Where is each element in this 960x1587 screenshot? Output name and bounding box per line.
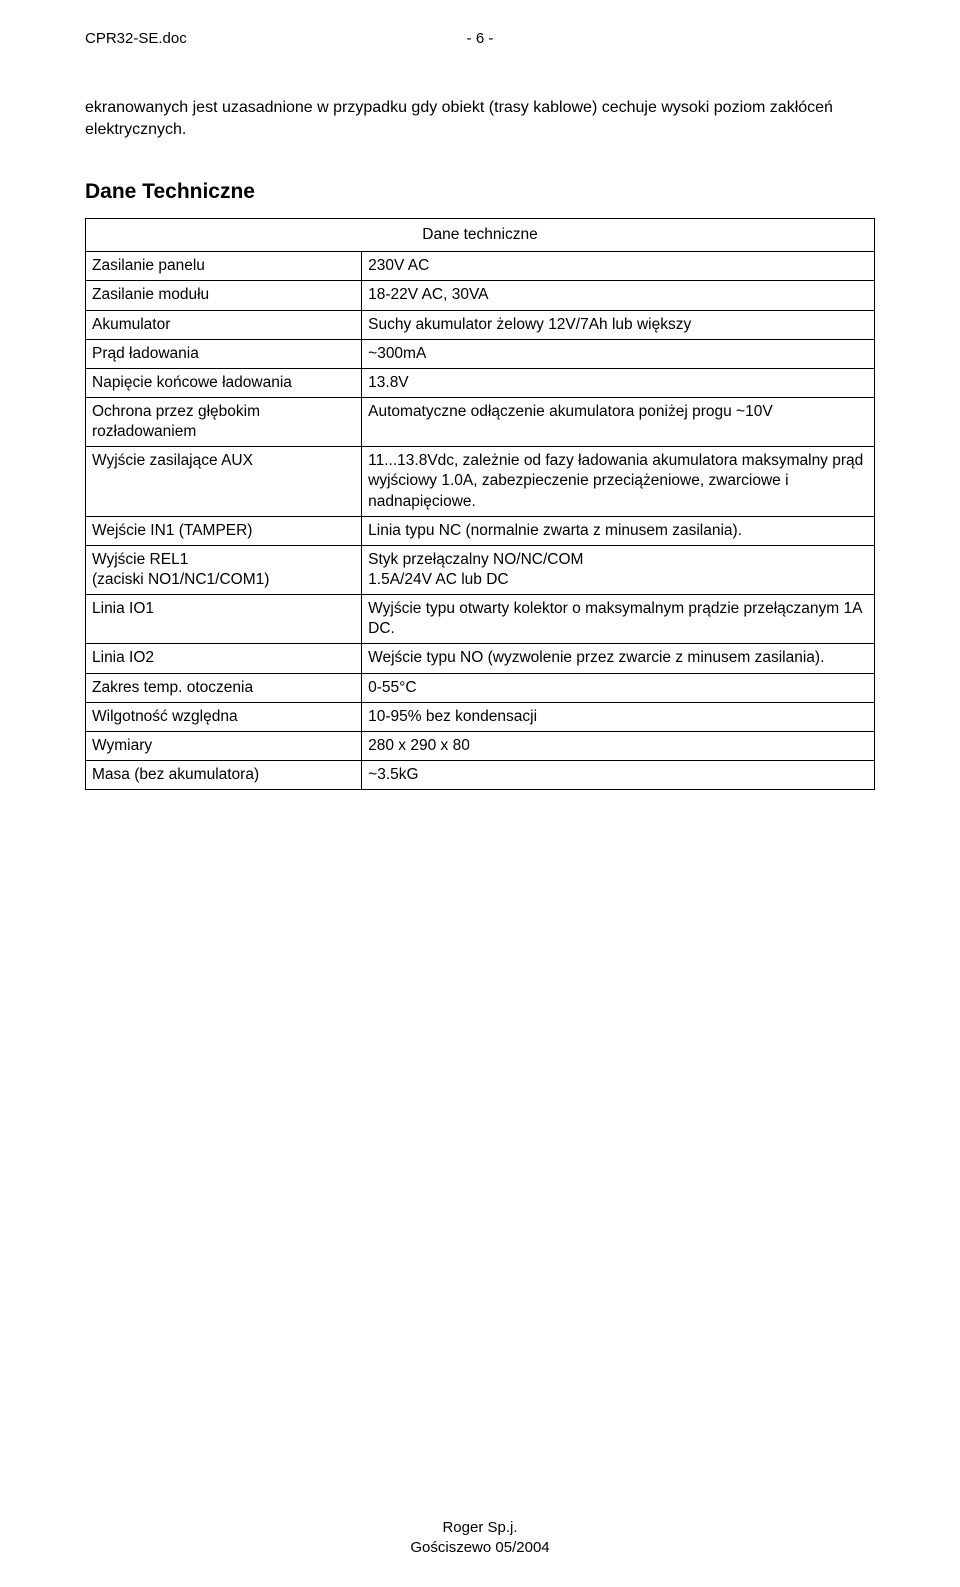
table-cell-value: 11...13.8Vdc, zależnie od fazy ładowania… [362, 447, 875, 516]
table-cell-label: Prąd ładowania [86, 339, 362, 368]
table-cell-label: Wejście IN1 (TAMPER) [86, 516, 362, 545]
table-cell-value: Wyjście typu otwarty kolektor o maksymal… [362, 595, 875, 644]
table-row: Masa (bez akumulatora)~3.5kG [86, 761, 875, 790]
footer-line-1: Roger Sp.j. [0, 1518, 960, 1538]
table-cell-label: Zasilanie modułu [86, 281, 362, 310]
table-cell-value: Linia typu NC (normalnie zwarta z minuse… [362, 516, 875, 545]
table-cell-label: Masa (bez akumulatora) [86, 761, 362, 790]
table-row: Prąd ładowania~300mA [86, 339, 875, 368]
table-row: Zasilanie modułu18-22V AC, 30VA [86, 281, 875, 310]
section-title: Dane Techniczne [85, 180, 875, 204]
intro-paragraph: ekranowanych jest uzasadnione w przypadk… [85, 97, 875, 140]
table-header-row: Dane techniczne [86, 219, 875, 252]
table-cell-label: Wyjście REL1(zaciski NO1/NC1/COM1) [86, 545, 362, 594]
doc-name: CPR32-SE.doc [85, 30, 187, 47]
page-header: CPR32-SE.doc - 6 - [85, 30, 875, 47]
table-cell-label: Linia IO2 [86, 644, 362, 673]
table-cell-label: Linia IO1 [86, 595, 362, 644]
table-cell-value: ~3.5kG [362, 761, 875, 790]
table-row: Linia IO1Wyjście typu otwarty kolektor o… [86, 595, 875, 644]
table-cell-label: Wymiary [86, 731, 362, 760]
table-cell-label: Napięcie końcowe ładowania [86, 368, 362, 397]
table-cell-value: 10-95% bez kondensacji [362, 702, 875, 731]
table-cell-value: 13.8V [362, 368, 875, 397]
table-cell-value: 230V AC [362, 252, 875, 281]
table-row: Wejście IN1 (TAMPER)Linia typu NC (norma… [86, 516, 875, 545]
table-row: Wilgotność względna10-95% bez kondensacj… [86, 702, 875, 731]
table-row: Ochrona przez głębokim rozładowaniemAuto… [86, 398, 875, 447]
table-row: Linia IO2Wejście typu NO (wyzwolenie prz… [86, 644, 875, 673]
spec-table: Dane techniczne Zasilanie panelu230V ACZ… [85, 218, 875, 790]
table-cell-label: Akumulator [86, 310, 362, 339]
table-cell-value: Styk przełączalny NO/NC/COM1.5A/24V AC l… [362, 545, 875, 594]
table-row: Zakres temp. otoczenia0-55°C [86, 673, 875, 702]
footer-line-2: Gościszewo 05/2004 [0, 1538, 960, 1558]
table-cell-value: Automatyczne odłączenie akumulatora poni… [362, 398, 875, 447]
table-cell-label: Wilgotność względna [86, 702, 362, 731]
table-cell-value: 280 x 290 x 80 [362, 731, 875, 760]
table-cell-value: Wejście typu NO (wyzwolenie przez zwarci… [362, 644, 875, 673]
table-header-cell: Dane techniczne [86, 219, 875, 252]
table-cell-value: Suchy akumulator żelowy 12V/7Ah lub więk… [362, 310, 875, 339]
table-cell-label: Zakres temp. otoczenia [86, 673, 362, 702]
table-row: AkumulatorSuchy akumulator żelowy 12V/7A… [86, 310, 875, 339]
table-cell-label: Ochrona przez głębokim rozładowaniem [86, 398, 362, 447]
table-cell-value: ~300mA [362, 339, 875, 368]
table-cell-value: 18-22V AC, 30VA [362, 281, 875, 310]
table-row: Napięcie końcowe ładowania13.8V [86, 368, 875, 397]
table-row: Zasilanie panelu230V AC [86, 252, 875, 281]
table-row: Wymiary280 x 290 x 80 [86, 731, 875, 760]
page-footer: Roger Sp.j. Gościszewo 05/2004 [0, 1518, 960, 1557]
table-cell-value: 0-55°C [362, 673, 875, 702]
table-cell-label: Wyjście zasilające AUX [86, 447, 362, 516]
table-row: Wyjście zasilające AUX11...13.8Vdc, zale… [86, 447, 875, 516]
table-cell-label: Zasilanie panelu [86, 252, 362, 281]
page-number: - 6 - [467, 30, 494, 47]
table-row: Wyjście REL1(zaciski NO1/NC1/COM1)Styk p… [86, 545, 875, 594]
